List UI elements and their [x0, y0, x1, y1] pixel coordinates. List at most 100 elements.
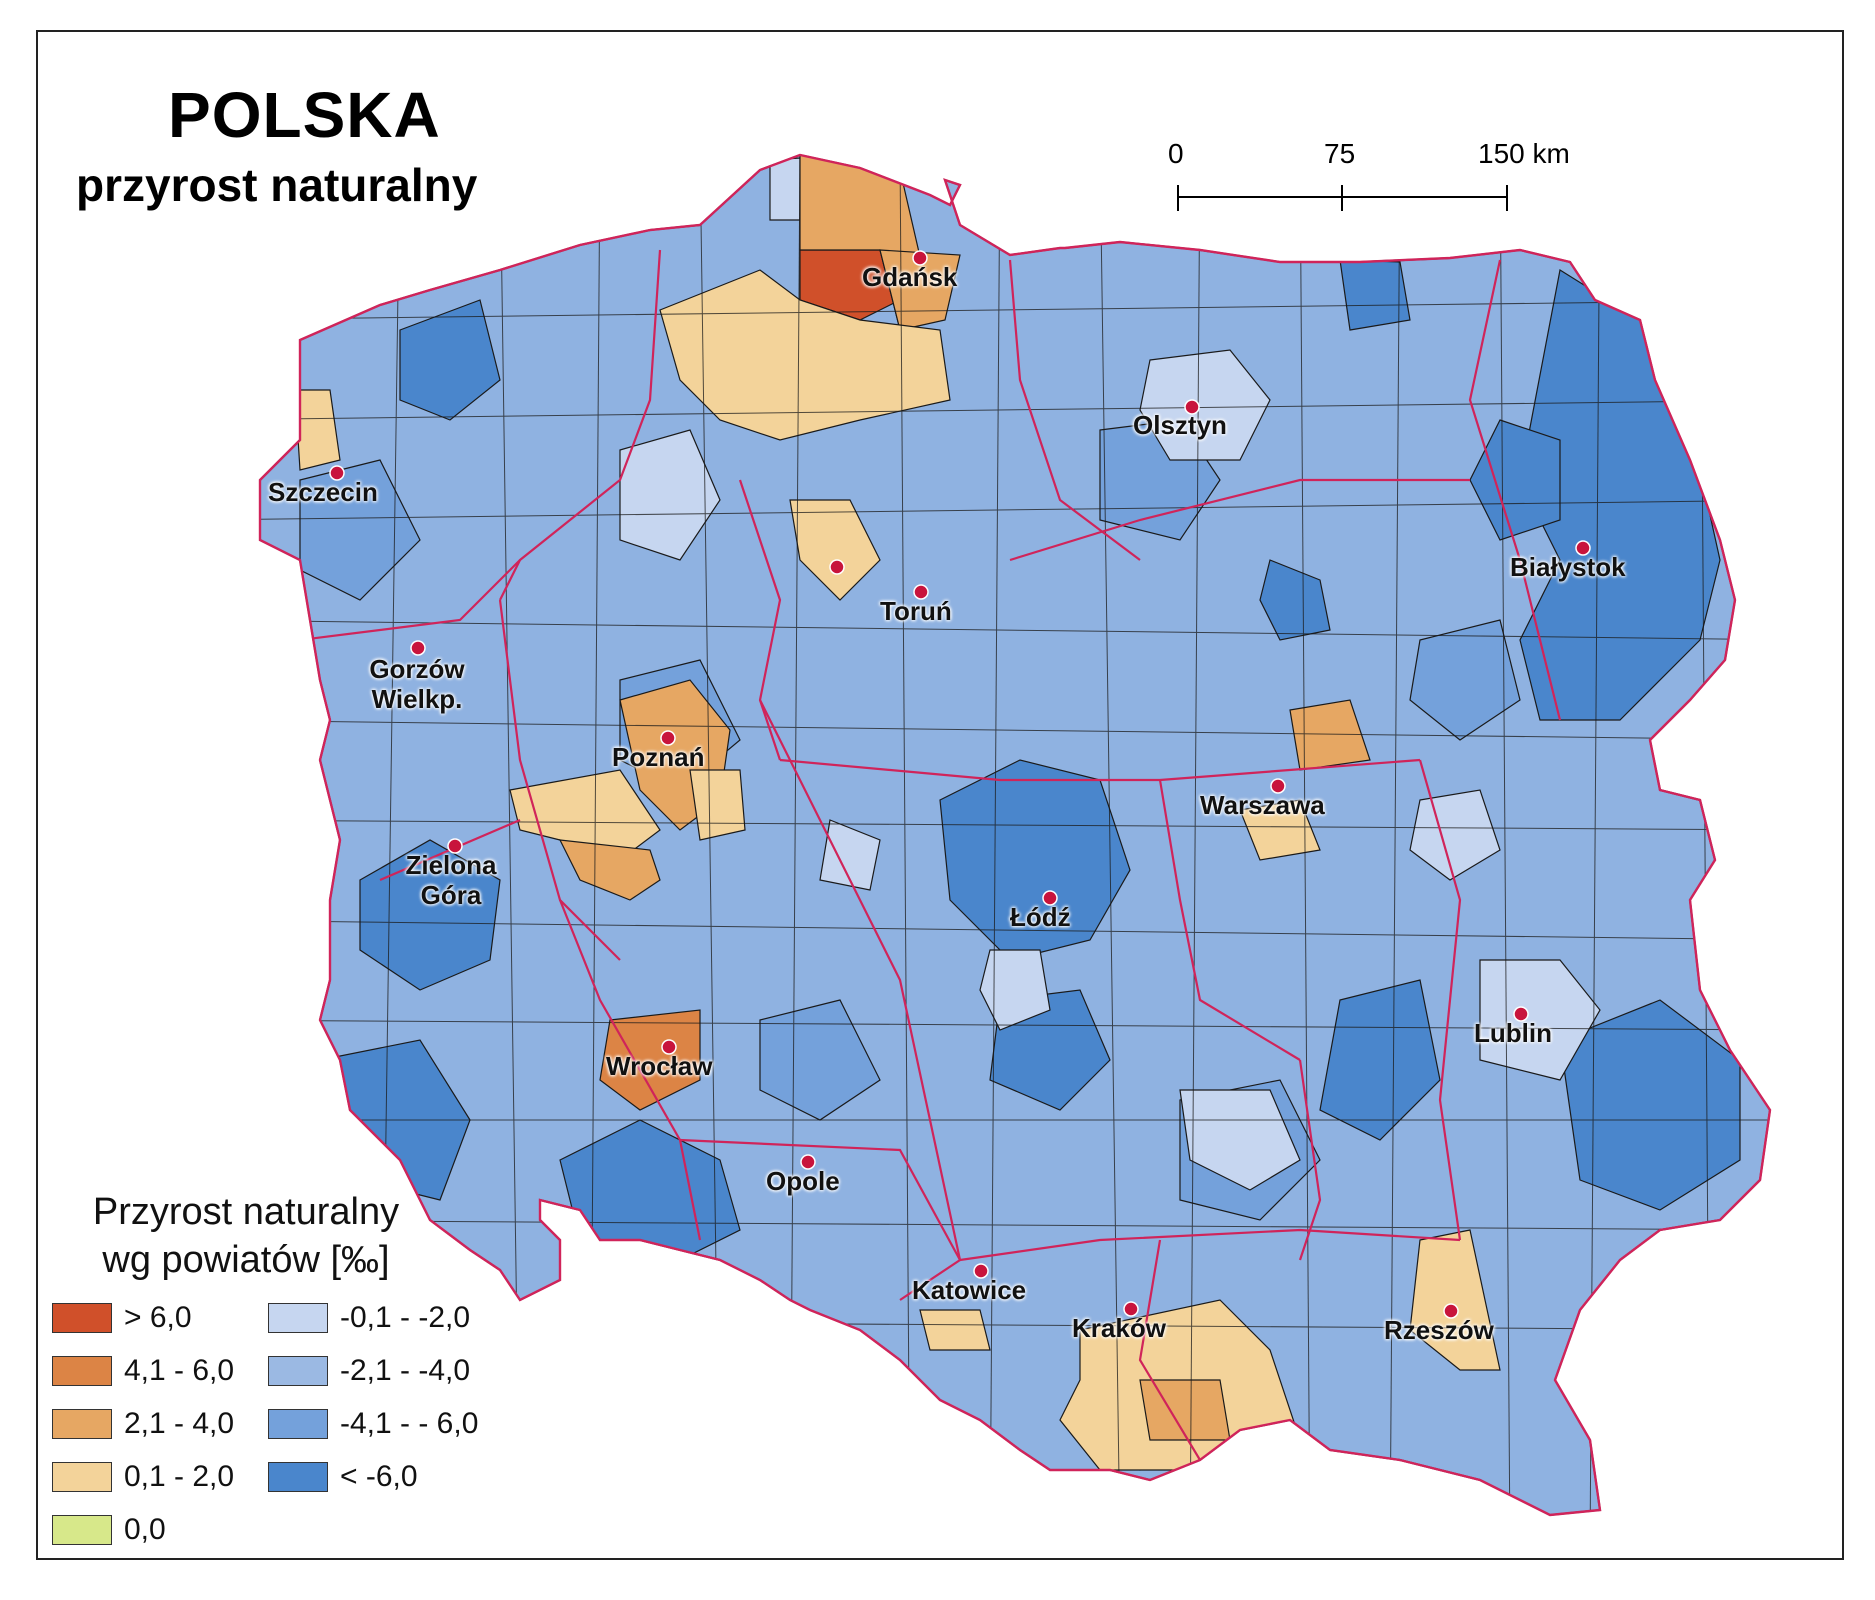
city-marker-lublin[interactable] — [1513, 1006, 1529, 1022]
district-fill — [1469, 419, 1561, 541]
city-marker-gdansk[interactable] — [912, 250, 928, 266]
legend-title-line1: Przyrost naturalny — [92, 1191, 400, 1233]
district-fill — [359, 839, 501, 991]
legend-item: < -6,0 — [268, 1460, 418, 1494]
city-label-szczecin: Szczecin — [268, 477, 378, 507]
legend-item: 2,1 - 4,0 — [52, 1407, 234, 1441]
legend-swatch — [52, 1515, 112, 1545]
district-fill — [299, 459, 421, 601]
district-fill — [1179, 1089, 1301, 1191]
legend-swatch — [268, 1303, 328, 1333]
district-fill — [399, 299, 501, 421]
legend-title: Przyrost naturalny wg powiatów [‰] — [56, 1188, 436, 1284]
city-label-lodz: Łódź — [1010, 902, 1071, 932]
city-label-gdansk: Gdańsk — [862, 262, 958, 292]
district-fill — [1409, 789, 1501, 881]
legend-label: 2,1 - 4,0 — [124, 1407, 235, 1440]
city-label-katowice: Katowice — [912, 1275, 1027, 1305]
legend-label: 0,1 - 2,0 — [124, 1460, 235, 1493]
city-label-zielona-gora: Zielona Góra — [405, 850, 497, 910]
legend-swatch — [52, 1462, 112, 1492]
district-fills — [294, 155, 1741, 1471]
district-fill — [879, 249, 961, 331]
map-title: POLSKA — [168, 79, 441, 151]
district-fill — [599, 1009, 701, 1111]
district-fill — [558, 839, 661, 901]
scale-label-75: 75 — [1324, 138, 1356, 169]
city-label-gorzow: Gorzów Wielkp. — [369, 654, 465, 714]
legend-swatch — [268, 1409, 328, 1439]
legend-item: > 6,0 — [52, 1301, 192, 1335]
city-marker-szczecin[interactable] — [329, 465, 345, 481]
scale-label-150: 150 km — [1478, 138, 1570, 169]
district-fill — [1259, 559, 1331, 641]
legend-label: 4,1 - 6,0 — [124, 1354, 235, 1387]
city-markers — [329, 250, 1591, 1319]
district-fill — [1479, 959, 1601, 1081]
legend-label: -2,1 - -4,0 — [340, 1354, 471, 1387]
district-fill — [619, 429, 721, 561]
legend-item: 0,1 - 2,0 — [52, 1460, 234, 1494]
legend-item: 4,1 - 6,0 — [52, 1354, 234, 1388]
city-marker-rzeszow[interactable] — [1443, 1303, 1459, 1319]
country-outline — [258, 153, 1772, 1517]
legend-item: -2,1 - -4,0 — [268, 1354, 470, 1388]
city-label-torun: Toruń — [880, 596, 952, 626]
district-fill — [1319, 979, 1441, 1141]
district-fill — [1239, 799, 1321, 861]
voivodeship-borders — [299, 249, 1562, 1461]
district-fill — [1409, 619, 1521, 741]
district-fill — [979, 949, 1051, 1031]
district-fill — [939, 759, 1131, 961]
legend-label: < -6,0 — [340, 1460, 418, 1493]
district-fill — [689, 769, 746, 841]
legend-swatch — [52, 1303, 112, 1333]
city-marker-torun[interactable] — [913, 584, 929, 600]
map-subtitle: przyrost naturalny — [76, 159, 478, 211]
district-fill — [789, 499, 881, 601]
district-fill — [769, 157, 801, 221]
city-label-poznan: Poznań — [612, 742, 705, 772]
legend-swatch — [52, 1356, 112, 1386]
scale-bar — [1177, 185, 1508, 211]
city-marker-warszawa[interactable] — [1270, 778, 1286, 794]
legend-label: -4,1 - - 6,0 — [340, 1407, 479, 1440]
legend-swatch — [268, 1356, 328, 1386]
city-marker-katowice[interactable] — [973, 1263, 989, 1279]
city-marker-poznan[interactable] — [660, 730, 676, 746]
city-marker-lodz[interactable] — [1042, 890, 1058, 906]
city-marker-krakow[interactable] — [1123, 1301, 1139, 1317]
city-label-wroclaw: Wrocław — [606, 1051, 713, 1081]
district-fill — [1139, 1379, 1231, 1441]
city-label-bialystok: Białystok — [1510, 552, 1626, 582]
city-marker-zielona-gora[interactable] — [447, 838, 463, 854]
legend-label: -0,1 - -2,0 — [340, 1301, 471, 1334]
district-fill — [1139, 349, 1271, 461]
district-fill — [819, 819, 881, 891]
district-fill — [1409, 1229, 1501, 1371]
city-marker-torun-a[interactable] — [829, 559, 845, 575]
legend-item: 0,0 — [52, 1513, 166, 1547]
legend-title-line2: wg powiatów [‰] — [102, 1239, 390, 1281]
district-fill — [759, 999, 881, 1121]
legend-swatch — [52, 1409, 112, 1439]
scale-label-0: 0 — [1168, 138, 1184, 169]
city-marker-olsztyn[interactable] — [1184, 399, 1200, 415]
legend-item: -4,1 - - 6,0 — [268, 1407, 478, 1441]
district-fill — [1289, 699, 1371, 771]
district-fill — [919, 1309, 991, 1351]
city-marker-wroclaw[interactable] — [661, 1039, 677, 1055]
city-marker-gorzow[interactable] — [410, 640, 426, 656]
city-label-lublin: Lublin — [1474, 1018, 1552, 1048]
legend-label: 0,0 — [124, 1513, 166, 1546]
legend-label: > 6,0 — [124, 1301, 192, 1334]
city-label-rzeszow: Rzeszów — [1384, 1315, 1494, 1345]
city-label-krakow: Kraków — [1072, 1313, 1166, 1343]
city-label-opole: Opole — [766, 1166, 840, 1196]
district-fill — [1559, 999, 1741, 1211]
district-fill — [659, 269, 951, 441]
city-marker-bialystok[interactable] — [1575, 540, 1591, 556]
city-label-olsztyn: Olsztyn — [1133, 410, 1227, 440]
city-marker-opole[interactable] — [800, 1154, 816, 1170]
